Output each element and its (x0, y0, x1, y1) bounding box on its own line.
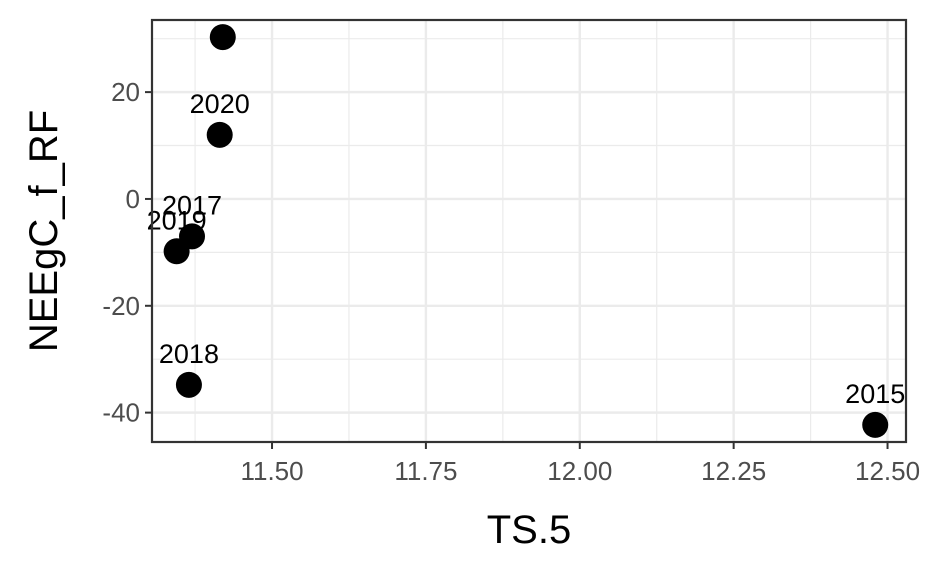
x-axis-title: TS.5 (487, 508, 571, 552)
minor-gridlines (152, 20, 906, 442)
x-tick-label: 12.25 (701, 456, 766, 486)
data-point (862, 411, 889, 438)
major-gridlines (152, 20, 906, 442)
point-label: 2020 (190, 89, 250, 119)
data-point (175, 371, 202, 398)
point-label: 2018 (159, 339, 219, 369)
x-tick-label: 12.50 (855, 456, 920, 486)
y-axis-title: NEEgC_f_RF (22, 110, 66, 352)
panel-border (150, 18, 908, 444)
y-tick-label: 0 (126, 184, 140, 214)
y-tick-label: -20 (102, 291, 140, 321)
x-axis-ticks: 11.50 11.75 12.00 12.25 12.50 (240, 442, 920, 486)
y-tick-label: 20 (111, 77, 140, 107)
point-label: 2017 (162, 190, 222, 220)
y-axis-ticks: -40 -20 0 20 (102, 77, 152, 428)
data-points (163, 24, 889, 438)
data-point (209, 24, 236, 51)
y-tick-label: -40 (102, 398, 140, 428)
data-point (206, 121, 233, 148)
x-tick-label: 11.75 (394, 456, 457, 486)
point-label: 2015 (845, 379, 905, 409)
x-tick-label: 11.50 (240, 456, 303, 486)
point-label: 2019 (147, 205, 207, 235)
data-point (163, 238, 190, 265)
x-tick-label: 12.00 (547, 456, 612, 486)
